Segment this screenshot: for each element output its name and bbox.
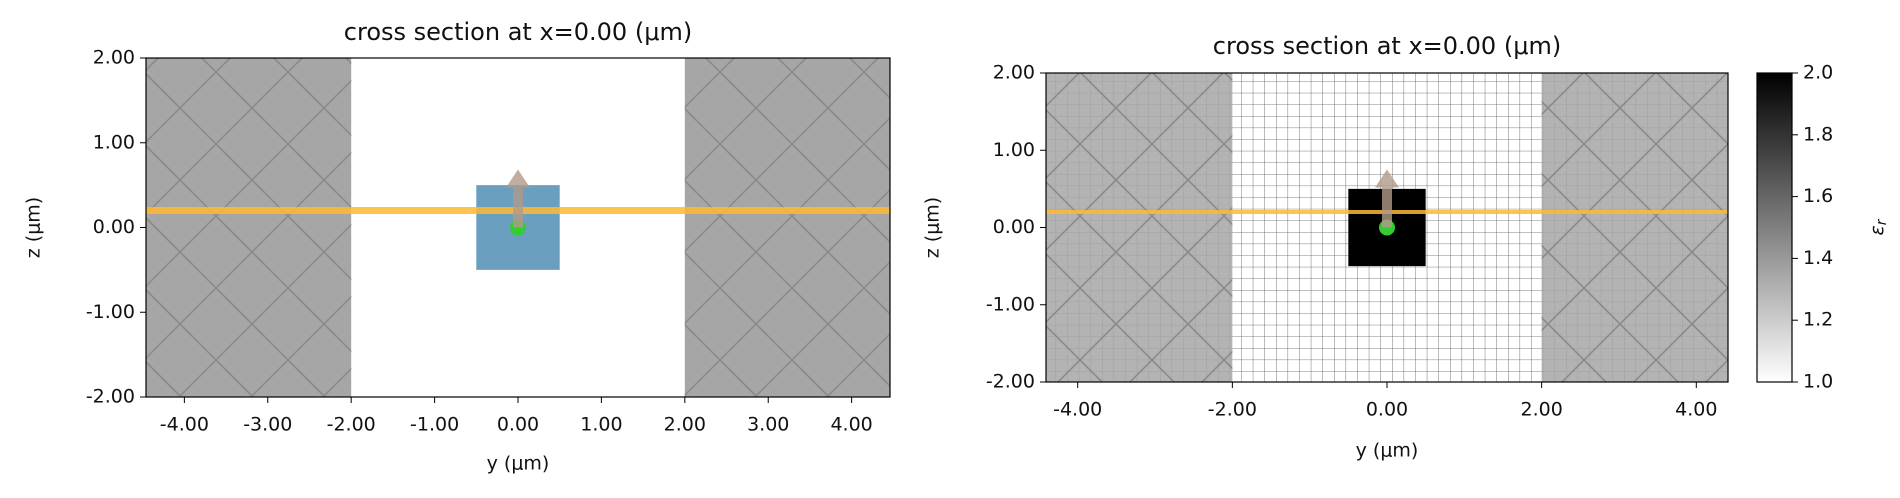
x-tick-label: 0.00 — [497, 414, 539, 436]
y-axis-label: z (μm) — [23, 197, 45, 258]
x-tick-label: -3.00 — [243, 414, 292, 436]
y-tick-label: 1.00 — [93, 131, 135, 153]
x-tick-label: 1.00 — [580, 414, 622, 436]
y-tick-label: -2.00 — [86, 386, 135, 408]
colorbar — [1756, 72, 1793, 383]
x-axis-label: y (μm) — [1356, 440, 1419, 462]
y-tick-label: 2.00 — [993, 62, 1035, 84]
y-tick-label: -2.00 — [986, 371, 1035, 393]
colorbar-tick-label: 1.8 — [1803, 123, 1833, 145]
colorbar-tick-label: 2.0 — [1803, 62, 1833, 84]
y-tick-label: -1.00 — [86, 301, 135, 323]
pml-hatch — [684, 58, 890, 397]
x-tick-label: -2.00 — [327, 414, 376, 436]
x-tick-label: 4.00 — [830, 414, 872, 436]
x-tick-label: -4.00 — [160, 414, 209, 436]
y-tick-label: 0.00 — [993, 216, 1035, 238]
x-tick-label: 2.00 — [1520, 399, 1562, 421]
plot-area — [1046, 73, 1728, 382]
y-tick-label: -1.00 — [986, 293, 1035, 315]
x-tick-label: 0.00 — [1366, 399, 1408, 421]
colorbar-tick-label: 1.6 — [1803, 185, 1833, 207]
source-polarization — [1375, 169, 1399, 228]
x-tick-label: -1.00 — [410, 414, 459, 436]
pml-hatch — [1046, 73, 1233, 382]
colorbar-label: εr — [1866, 218, 1891, 235]
y-tick-label: 0.00 — [93, 216, 135, 238]
source-polarization — [506, 169, 530, 228]
chart-title: cross section at x=0.00 (μm) — [1213, 32, 1561, 60]
pml-hatch — [1541, 73, 1728, 382]
colorbar-tick-label: 1.4 — [1803, 247, 1833, 269]
x-tick-label: -4.00 — [1053, 399, 1102, 421]
colorbar-tick-label: 1.2 — [1803, 309, 1833, 331]
plot-area — [146, 58, 890, 397]
y-tick-label: 1.00 — [993, 139, 1035, 161]
x-tick-label: 3.00 — [747, 414, 789, 436]
x-tick-label: 2.00 — [664, 414, 706, 436]
colorbar-tick-label: 1.0 — [1803, 371, 1833, 393]
x-tick-label: -2.00 — [1208, 399, 1257, 421]
y-axis-label: z (μm) — [922, 197, 944, 258]
y-tick-label: 2.00 — [93, 47, 135, 69]
chart-title: cross section at x=0.00 (μm) — [344, 18, 692, 46]
x-axis-label: y (μm) — [487, 453, 550, 475]
pml-hatch — [146, 58, 352, 397]
colorbar-label-symbol: ε — [1866, 225, 1888, 235]
colorbar-label-subscript: r — [1874, 218, 1890, 225]
x-tick-label: 4.00 — [1675, 399, 1717, 421]
